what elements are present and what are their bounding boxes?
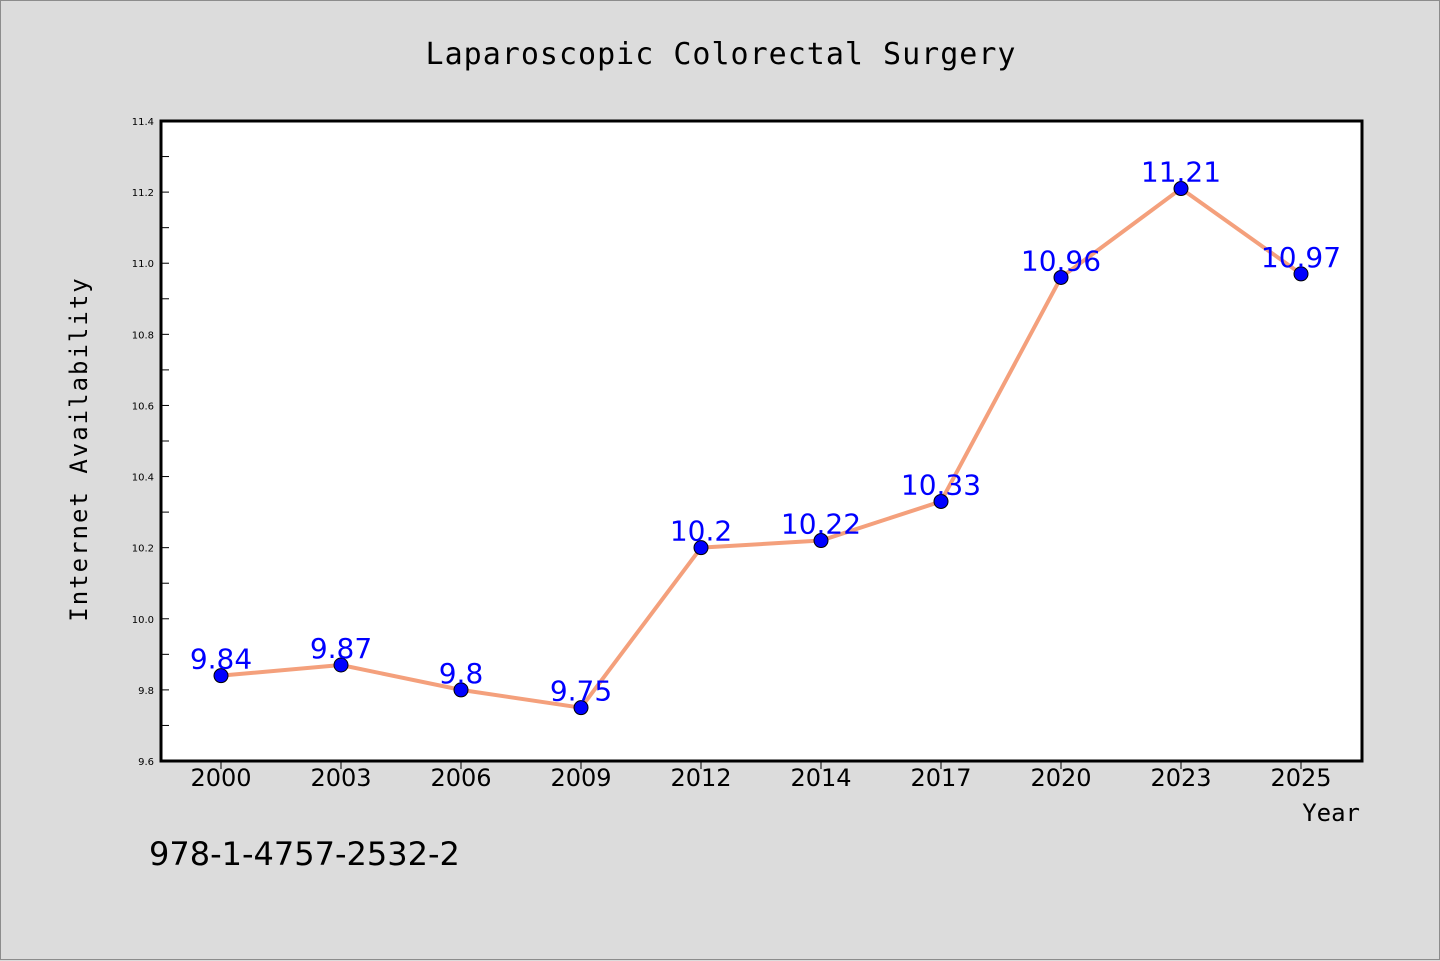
data-label: 10.96 (1021, 244, 1101, 277)
data-label: 10.22 (781, 508, 861, 541)
y-tick-label: 11.4 (132, 117, 154, 128)
data-point (1293, 266, 1309, 282)
data-point (453, 682, 469, 698)
data-label: 9.87 (310, 632, 372, 665)
x-tick-label: 2006 (430, 764, 491, 792)
y-tick-label: 10.6 (132, 401, 154, 412)
data-point (573, 700, 589, 716)
x-tick-label: 2020 (1030, 764, 1091, 792)
x-tick-label: 2009 (550, 764, 611, 792)
data-point (693, 540, 709, 556)
y-tick-label: 9.6 (138, 757, 154, 768)
data-labels: 9.84 9.87 9.8 9.75 10.2 10.22 10.33 10.96 11.21 1… (190, 156, 1341, 708)
y-axis: 9.6 9.8 10.0 10.2 10.4 10.6 10.8 11.0 11.2 11.4 (132, 117, 169, 768)
y-tick-label: 10.2 (132, 544, 154, 555)
data-point (813, 533, 829, 549)
data-label: 10.97 (1261, 241, 1341, 274)
chart-title: Laparoscopic Colorectal Surgery (426, 37, 1017, 72)
data-label: 9.75 (550, 675, 612, 708)
x-tick-label: 2025 (1270, 764, 1331, 792)
x-tick-label: 2012 (670, 764, 731, 792)
data-point (1173, 181, 1189, 197)
data-point (333, 657, 349, 673)
series-markers (213, 181, 1309, 716)
data-point (213, 668, 229, 684)
x-tick-label: 2014 (790, 764, 851, 792)
isbn-annotation: 978-1-4757-2532-2 (149, 835, 460, 873)
data-label: 9.8 (439, 657, 484, 690)
y-tick-label: 10.4 (132, 473, 154, 484)
x-tick-label: 2023 (1150, 764, 1211, 792)
plot-area (159, 119, 1364, 763)
x-tick-label: 2003 (310, 764, 371, 792)
y-axis-label: Internet Availability (65, 276, 93, 621)
y-tick-label: 11.0 (132, 259, 154, 270)
data-label: 10.2 (670, 515, 732, 548)
data-label: 11.21 (1141, 156, 1221, 189)
x-axis-label: Year (1302, 799, 1360, 827)
data-point (933, 493, 949, 509)
x-axis: 2000 2003 2006 2009 2012 2014 2017 2020 2023 2025 (190, 761, 1332, 792)
x-tick-label: 2017 (910, 764, 971, 792)
data-label: 10.33 (901, 468, 981, 501)
series-line (219, 186, 1303, 710)
x-tick-label: 2000 (190, 764, 251, 792)
series-polyline (219, 186, 1303, 710)
y-tick-label: 11.2 (132, 188, 154, 199)
data-point (1053, 269, 1069, 285)
y-tick-label: 10.0 (132, 615, 154, 626)
data-label: 9.84 (190, 643, 252, 676)
y-tick-label: 9.8 (138, 686, 154, 697)
y-tick-label: 10.8 (132, 330, 154, 341)
